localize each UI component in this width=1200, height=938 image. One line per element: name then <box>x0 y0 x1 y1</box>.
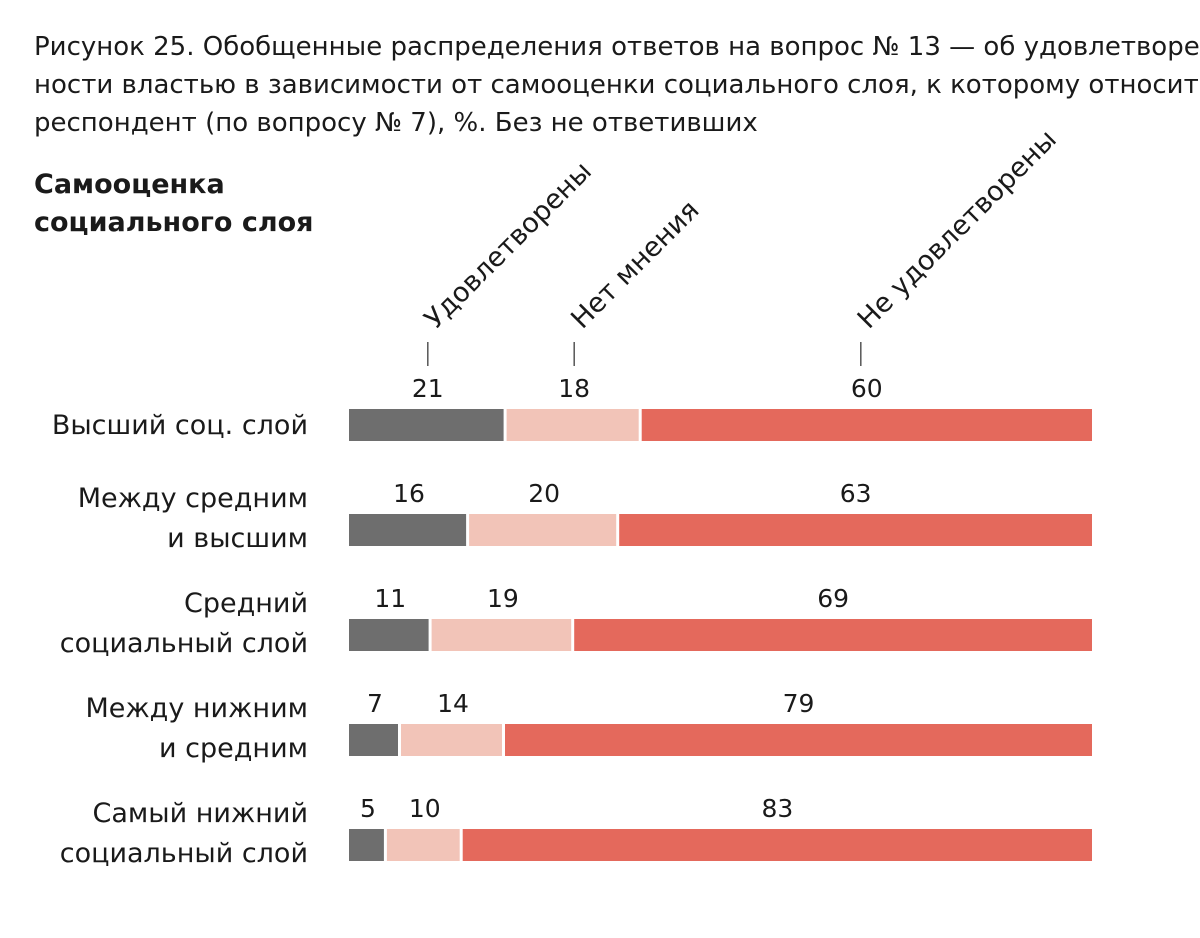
value-label-satisfied: 11 <box>374 584 406 613</box>
legend-label-not-satisfied: Не удовлетворены <box>852 124 1063 335</box>
value-label-no-opinion: 20 <box>528 479 560 508</box>
category-label: Средний <box>184 588 308 619</box>
category-axis-caption-line: социального слоя <box>34 207 314 238</box>
bar-segment-satisfied <box>349 724 398 756</box>
category-label: Между средним <box>78 483 308 514</box>
category-label: Между нижним <box>85 693 308 724</box>
value-label-not-satisfied: 83 <box>761 794 793 823</box>
bar-segment-no-opinion <box>401 724 502 756</box>
category-label: Высший соц. слой <box>52 410 308 441</box>
category-label: и высшим <box>167 523 308 554</box>
bar-segment-no-opinion <box>506 409 639 441</box>
value-label-no-opinion: 19 <box>487 584 519 613</box>
value-label-not-satisfied: 79 <box>783 689 815 718</box>
bar-segment-no-opinion <box>469 514 617 546</box>
value-label-no-opinion: 10 <box>409 794 441 823</box>
category-label: социальный слой <box>60 628 308 659</box>
legend-label-no-opinion: Нет мнения <box>565 195 705 335</box>
bar-segment-not-satisfied <box>462 829 1092 861</box>
chart-title-line: Рисунок 25. Обобщенные распределения отв… <box>34 32 1200 62</box>
bar-segment-not-satisfied <box>505 724 1092 756</box>
bar-segment-satisfied <box>349 619 429 651</box>
category-label: Самый нижний <box>93 798 309 829</box>
value-label-no-opinion: 14 <box>437 689 469 718</box>
bar-segment-satisfied <box>349 409 504 441</box>
chart-title-line: ности властью в зависимости от самооценк… <box>34 70 1200 100</box>
bar-segment-not-satisfied <box>574 619 1092 651</box>
value-label-satisfied: 7 <box>367 689 383 718</box>
value-label-not-satisfied: 69 <box>817 584 849 613</box>
bar-segment-no-opinion <box>431 619 572 651</box>
category-label: и средним <box>159 733 308 764</box>
value-label-satisfied: 21 <box>412 374 444 403</box>
bar-segment-no-opinion <box>386 829 460 861</box>
chart-title: Рисунок 25. Обобщенные распределения отв… <box>34 28 1200 142</box>
value-label-no-opinion: 18 <box>558 374 590 403</box>
category-axis-caption: Самооценка социального слоя <box>34 166 313 242</box>
category-axis-caption-line: Самооценка <box>34 169 225 200</box>
value-label-not-satisfied: 63 <box>840 479 872 508</box>
value-label-not-satisfied: 60 <box>851 374 883 403</box>
bar-segment-satisfied <box>349 514 467 546</box>
bar-segment-not-satisfied <box>641 409 1092 441</box>
category-label: социальный слой <box>60 838 308 869</box>
value-label-satisfied: 5 <box>360 794 376 823</box>
value-label-satisfied: 16 <box>393 479 425 508</box>
bar-segment-satisfied <box>349 829 384 861</box>
bar-segment-not-satisfied <box>619 514 1092 546</box>
chart-title-line: респондент (по вопросу № 7), %. Без не о… <box>34 108 758 138</box>
